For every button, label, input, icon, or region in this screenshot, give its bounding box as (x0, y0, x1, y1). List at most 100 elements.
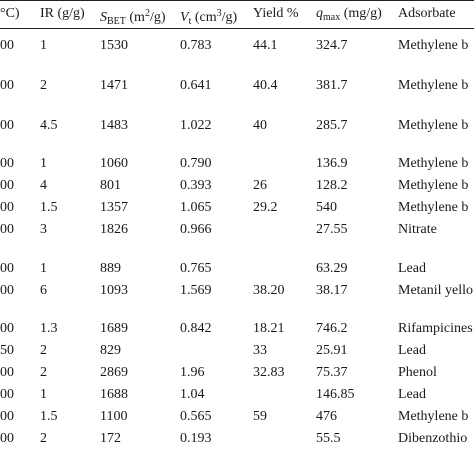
cell-temperature: 00 (0, 156, 14, 171)
cell-yield: 59 (253, 409, 267, 424)
cell-impregnation-ratio: 1.5 (40, 409, 58, 424)
cell-max-capacity: 75.37 (316, 365, 348, 380)
cell-yield: 33 (253, 343, 267, 358)
cell-temperature: 00 (0, 222, 14, 237)
cell-adsorbate: Methylene b (398, 178, 469, 193)
cell-temperature: 00 (0, 78, 14, 93)
cell-adsorbate: Methylene b (398, 200, 469, 215)
cell-pore-volume: 0.393 (180, 178, 212, 193)
cell-max-capacity: 285.7 (316, 118, 348, 133)
cell-yield: 32.83 (253, 365, 285, 380)
cell-surface-area: 1689 (100, 321, 128, 336)
cell-yield: 40 (253, 118, 267, 133)
cell-pore-volume: 0.565 (180, 409, 212, 424)
header-impregnation-ratio: IR (g/g) (40, 6, 85, 21)
header-surface-area: SBET (m2/g) (100, 8, 166, 27)
cell-impregnation-ratio: 1.3 (40, 321, 58, 336)
cell-adsorbate: Rifampicines (398, 321, 473, 336)
top-rule (0, 0, 474, 1)
header-max-capacity: qmax (mg/g) (316, 6, 382, 23)
cell-adsorbate: Methylene b (398, 118, 469, 133)
cell-temperature: 00 (0, 409, 14, 424)
cell-pore-volume: 0.842 (180, 321, 212, 336)
cell-surface-area: 1688 (100, 387, 128, 402)
cell-adsorbate: Lead (398, 261, 426, 276)
cell-yield: 38.20 (253, 283, 285, 298)
cell-max-capacity: 38.17 (316, 283, 348, 298)
cell-surface-area: 1483 (100, 118, 128, 133)
cell-temperature: 00 (0, 387, 14, 402)
cell-temperature: 00 (0, 118, 14, 133)
cell-impregnation-ratio: 4.5 (40, 118, 58, 133)
cell-adsorbate: Methylene b (398, 409, 469, 424)
cell-pore-volume: 0.966 (180, 222, 212, 237)
cell-pore-volume: 0.193 (180, 431, 212, 446)
cell-yield: 26 (253, 178, 267, 193)
cell-surface-area: 172 (100, 431, 121, 446)
cell-max-capacity: 746.2 (316, 321, 348, 336)
header-adsorbate: Adsorbate (398, 6, 456, 21)
cell-adsorbate: Nitrate (398, 222, 437, 237)
cell-surface-area: 1530 (100, 38, 128, 53)
cell-pore-volume: 0.783 (180, 38, 212, 53)
cell-surface-area: 1826 (100, 222, 128, 237)
cell-impregnation-ratio: 4 (40, 178, 47, 193)
cell-max-capacity: 136.9 (316, 156, 348, 171)
cell-impregnation-ratio: 2 (40, 343, 47, 358)
cell-yield: 40.4 (253, 78, 278, 93)
cell-temperature: 00 (0, 431, 14, 446)
cell-max-capacity: 27.55 (316, 222, 348, 237)
cell-surface-area: 889 (100, 261, 121, 276)
cell-temperature: 00 (0, 261, 14, 276)
cell-impregnation-ratio: 1.5 (40, 200, 58, 215)
cell-adsorbate: Methylene b (398, 78, 469, 93)
cell-max-capacity: 324.7 (316, 38, 348, 53)
cell-impregnation-ratio: 1 (40, 387, 47, 402)
cell-yield: 29.2 (253, 200, 278, 215)
cell-surface-area: 1100 (100, 409, 128, 424)
cell-impregnation-ratio: 1 (40, 38, 47, 53)
cell-max-capacity: 63.29 (316, 261, 348, 276)
cell-max-capacity: 146.85 (316, 387, 355, 402)
header-temperature: °C) (0, 6, 20, 21)
cell-pore-volume: 1.04 (180, 387, 205, 402)
cell-pore-volume: 0.641 (180, 78, 212, 93)
cell-adsorbate: Phenol (398, 365, 437, 380)
cell-max-capacity: 381.7 (316, 78, 348, 93)
cell-pore-volume: 0.790 (180, 156, 212, 171)
cell-impregnation-ratio: 2 (40, 365, 47, 380)
cell-max-capacity: 476 (316, 409, 337, 424)
cell-surface-area: 1357 (100, 200, 128, 215)
cell-max-capacity: 25.91 (316, 343, 348, 358)
cell-pore-volume: 1.569 (180, 283, 212, 298)
cell-adsorbate: Dibenzothio (398, 431, 468, 446)
cell-impregnation-ratio: 1 (40, 156, 47, 171)
cell-pore-volume: 1.96 (180, 365, 205, 380)
cell-temperature: 00 (0, 321, 14, 336)
cell-temperature: 50 (0, 343, 14, 358)
cell-max-capacity: 540 (316, 200, 337, 215)
cell-temperature: 00 (0, 283, 14, 298)
cell-adsorbate: Metanil yello (398, 283, 474, 298)
cell-surface-area: 2869 (100, 365, 128, 380)
cell-impregnation-ratio: 2 (40, 431, 47, 446)
header-rule (0, 28, 474, 29)
cell-yield: 44.1 (253, 38, 278, 53)
header-total-pore-volume: Vt (cm3/g) (180, 8, 238, 27)
cell-adsorbate: Methylene b (398, 156, 469, 171)
cell-adsorbate: Lead (398, 387, 426, 402)
cell-surface-area: 1471 (100, 78, 128, 93)
cell-impregnation-ratio: 6 (40, 283, 47, 298)
cell-surface-area: 1093 (100, 283, 128, 298)
cell-max-capacity: 55.5 (316, 431, 341, 446)
cell-pore-volume: 1.065 (180, 200, 212, 215)
cell-max-capacity: 128.2 (316, 178, 348, 193)
cell-surface-area: 1060 (100, 156, 128, 171)
cell-impregnation-ratio: 1 (40, 261, 47, 276)
cell-temperature: 00 (0, 365, 14, 380)
cell-pore-volume: 0.765 (180, 261, 212, 276)
cell-temperature: 00 (0, 178, 14, 193)
cell-surface-area: 801 (100, 178, 121, 193)
cell-adsorbate: Lead (398, 343, 426, 358)
cell-impregnation-ratio: 3 (40, 222, 47, 237)
